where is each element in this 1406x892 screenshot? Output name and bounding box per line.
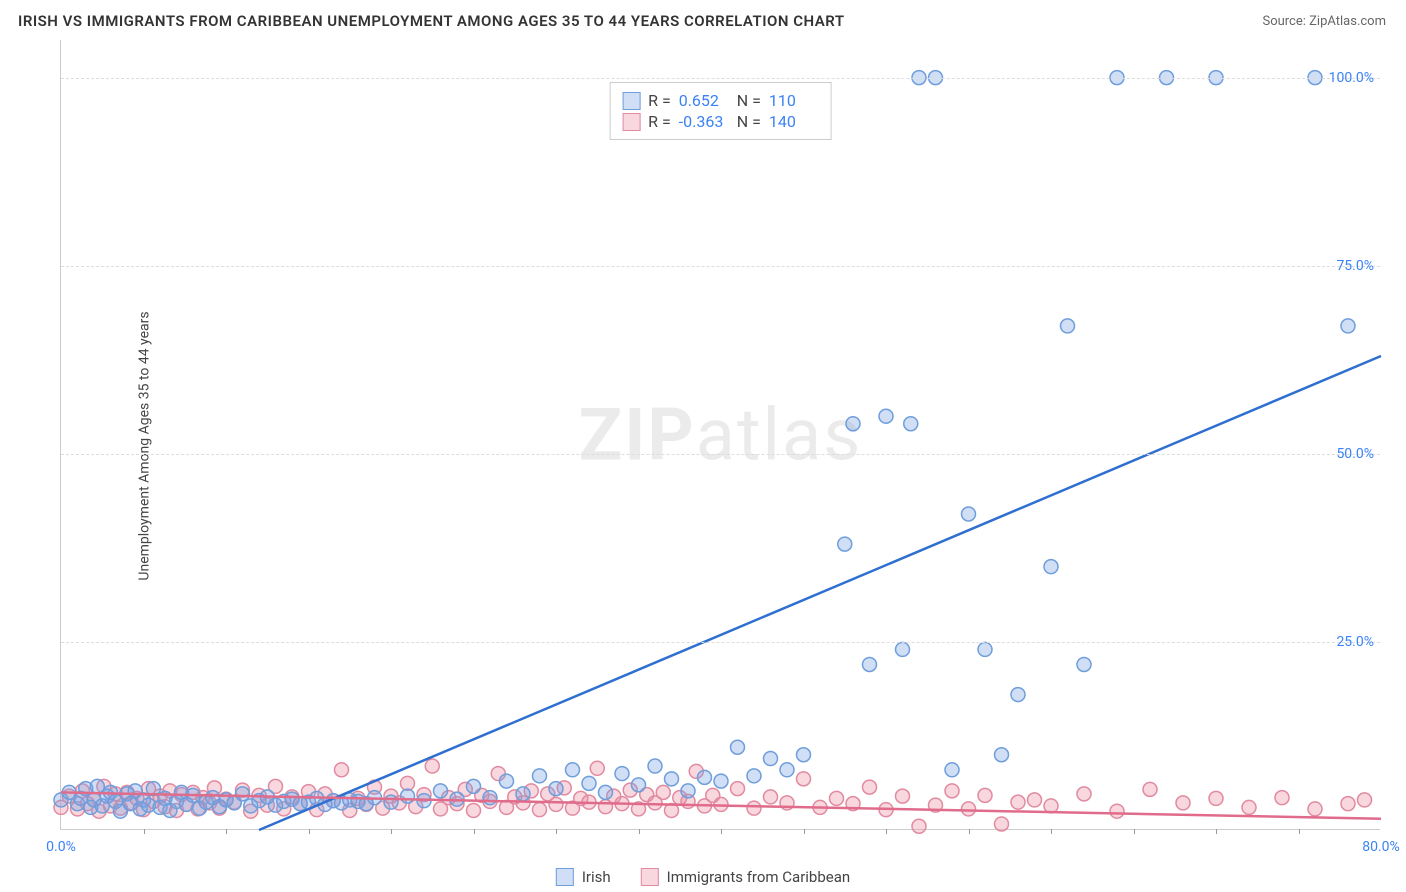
data-point	[1308, 802, 1322, 816]
data-point	[714, 774, 728, 788]
legend-item-irish: Irish	[556, 868, 611, 886]
data-point	[1011, 795, 1025, 809]
data-point	[335, 763, 349, 777]
legend-item-caribbean: Immigrants from Caribbean	[641, 868, 851, 886]
bottom-legend: Irish Immigrants from Caribbean	[556, 868, 850, 886]
data-point	[879, 409, 893, 423]
data-point	[500, 774, 514, 788]
data-point	[236, 787, 250, 801]
ytick-label: 25.0%	[1336, 634, 1374, 650]
data-point	[912, 819, 926, 833]
data-point	[1275, 791, 1289, 805]
data-point	[516, 787, 530, 801]
data-point	[1044, 560, 1058, 574]
data-point	[665, 772, 679, 786]
data-point	[615, 767, 629, 781]
data-point	[896, 642, 910, 656]
data-point	[1341, 797, 1355, 811]
data-point	[747, 801, 761, 815]
data-point	[1061, 319, 1075, 333]
ytick-label: 100.0%	[1329, 70, 1374, 86]
legend-label-caribbean: Immigrants from Caribbean	[667, 868, 851, 886]
data-point	[1077, 787, 1091, 801]
data-point	[995, 817, 1009, 831]
data-point	[1242, 800, 1256, 814]
data-point	[1011, 688, 1025, 702]
data-point	[780, 763, 794, 777]
ytick-label: 75.0%	[1336, 258, 1374, 274]
data-point	[384, 795, 398, 809]
data-point	[764, 752, 778, 766]
data-point	[549, 782, 563, 796]
source-link[interactable]: ZipAtlas.com	[1309, 14, 1386, 29]
data-point	[1209, 791, 1223, 805]
source-attribution: Source: ZipAtlas.com	[1262, 14, 1386, 29]
data-point	[549, 797, 563, 811]
data-point	[838, 537, 852, 551]
xtick-label: 80.0%	[1362, 839, 1400, 855]
source-prefix: Source:	[1262, 14, 1309, 29]
data-point	[863, 780, 877, 794]
data-point	[401, 776, 415, 790]
data-point	[962, 507, 976, 521]
data-point	[467, 803, 481, 817]
data-point	[945, 763, 959, 777]
data-point	[632, 778, 646, 792]
data-point	[797, 772, 811, 786]
legend-label-irish: Irish	[582, 868, 611, 886]
data-point	[904, 417, 918, 431]
data-point	[467, 779, 481, 793]
data-point	[995, 748, 1009, 762]
data-point	[978, 642, 992, 656]
data-point	[797, 748, 811, 762]
legend-swatch-irish	[556, 868, 574, 886]
data-point	[582, 776, 596, 790]
data-point	[425, 759, 439, 773]
data-point	[698, 770, 712, 784]
data-point	[731, 782, 745, 796]
data-point	[747, 769, 761, 783]
data-point	[962, 802, 976, 816]
data-point	[1110, 804, 1124, 818]
data-point	[1143, 782, 1157, 796]
data-point	[590, 761, 604, 775]
data-point	[1358, 793, 1372, 807]
data-point	[533, 769, 547, 783]
data-point	[764, 790, 778, 804]
xtick-label: 0.0%	[46, 839, 76, 855]
data-point	[1028, 793, 1042, 807]
data-point	[566, 763, 580, 777]
data-point	[830, 791, 844, 805]
ytick-label: 50.0%	[1336, 446, 1374, 462]
data-point	[896, 789, 910, 803]
data-point	[1077, 657, 1091, 671]
data-point	[846, 417, 860, 431]
data-point	[599, 785, 613, 799]
data-point	[401, 789, 415, 803]
data-point	[1176, 796, 1190, 810]
plot-area: ZIPatlas R = 0.652 N = 110 R = -0.363 N …	[60, 40, 1380, 830]
data-point	[681, 784, 695, 798]
data-point	[945, 784, 959, 798]
trend-line	[259, 356, 1381, 830]
data-point	[731, 740, 745, 754]
data-point	[978, 788, 992, 802]
data-point	[1341, 319, 1355, 333]
data-point	[648, 759, 662, 773]
data-point	[863, 657, 877, 671]
data-point	[656, 785, 670, 799]
chart-title: IRISH VS IMMIGRANTS FROM CARIBBEAN UNEMP…	[18, 12, 845, 30]
data-point	[533, 803, 547, 817]
data-point	[434, 784, 448, 798]
legend-swatch-caribbean	[641, 868, 659, 886]
data-point	[483, 791, 497, 805]
chart-svg	[61, 40, 1380, 829]
